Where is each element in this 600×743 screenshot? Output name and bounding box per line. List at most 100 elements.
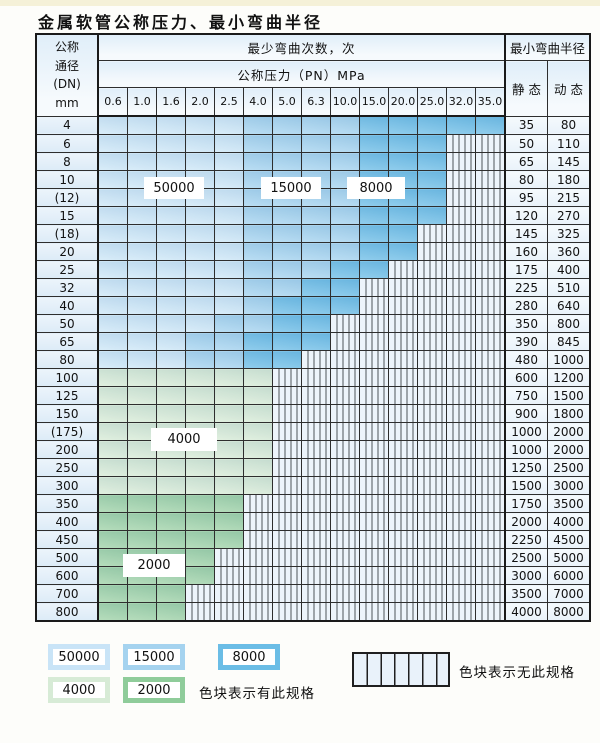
spec-cell-8000	[359, 242, 389, 261]
static-value-cell: 1000	[504, 422, 548, 441]
spec-cell-8000	[243, 332, 273, 351]
no-spec-cell	[359, 548, 389, 567]
dn-cell: 700	[35, 584, 99, 603]
spec-cell-4000	[185, 368, 215, 387]
no-spec-cell	[359, 350, 389, 369]
no-spec-cell	[359, 440, 389, 459]
no-spec-cell	[359, 422, 389, 441]
spec-cell-2000	[127, 602, 157, 622]
spec-cell-8000	[417, 170, 447, 189]
no-spec-cell	[214, 584, 244, 603]
spec-cell-4000	[185, 386, 215, 405]
dynamic-value-cell: 1200	[547, 368, 591, 387]
spec-cell-4000	[214, 404, 244, 423]
no-spec-cell	[301, 422, 331, 441]
dn-cell: (18)	[35, 224, 99, 243]
spec-cell-50000	[214, 206, 244, 225]
table-row: 300 1500 3000	[35, 476, 591, 495]
no-spec-cell	[359, 566, 389, 585]
dynamic-value-cell: 1800	[547, 404, 591, 423]
dn-header-line3: (DN)	[53, 77, 81, 92]
spec-cell-50000	[156, 296, 186, 315]
no-spec-cell	[214, 548, 244, 567]
spec-cell-8000	[301, 314, 331, 333]
spec-cell-2000	[214, 494, 244, 513]
cycles-header-cell: 最少弯曲次数，次	[97, 33, 506, 61]
no-spec-cell	[475, 494, 506, 513]
no-spec-cell	[330, 332, 360, 351]
spec-cell-2000	[97, 566, 128, 585]
no-spec-cell	[359, 368, 389, 387]
no-spec-cell	[475, 224, 506, 243]
spec-cell-2000	[97, 584, 128, 603]
no-spec-cell	[185, 584, 215, 603]
no-spec-cell	[475, 602, 506, 622]
no-spec-cell	[417, 368, 447, 387]
spec-cell-15000	[330, 115, 360, 135]
page-title: 金属软管公称压力、最小弯曲半径	[38, 13, 324, 32]
region-label-2000: 2000	[124, 555, 184, 576]
table-row: 40 280 640	[35, 296, 591, 315]
dn-cell: 400	[35, 512, 99, 531]
no-spec-cell	[388, 422, 418, 441]
dynamic-value-cell: 360	[547, 242, 591, 261]
spec-cell-15000	[301, 134, 331, 153]
no-spec-cell	[417, 602, 447, 622]
no-spec-cell	[446, 242, 476, 261]
no-spec-cell	[475, 530, 506, 549]
spec-cell-2000	[156, 584, 186, 603]
spec-cell-4000	[97, 386, 128, 405]
spec-cell-50000	[156, 260, 186, 279]
no-spec-cell	[417, 260, 447, 279]
spec-cell-50000	[214, 152, 244, 171]
spec-cell-8000	[301, 296, 331, 315]
spec-cell-8000	[359, 224, 389, 243]
legend-no-spec-box	[352, 652, 450, 687]
no-spec-cell	[301, 494, 331, 513]
no-spec-cell	[417, 584, 447, 603]
no-spec-cell	[272, 404, 302, 423]
no-spec-cell	[388, 566, 418, 585]
spec-cell-2000	[127, 530, 157, 549]
spec-cell-8000	[417, 206, 447, 225]
no-spec-cell	[388, 548, 418, 567]
dn-cell: (12)	[35, 188, 99, 207]
dn-cell: 80	[35, 350, 99, 369]
dn-cell: 10	[35, 170, 99, 189]
no-spec-cell	[446, 368, 476, 387]
spec-cell-50000	[214, 170, 244, 189]
spec-cell-4000	[243, 368, 273, 387]
pressure-tick-cell: 0.6	[97, 87, 128, 117]
no-spec-cell	[272, 530, 302, 549]
no-spec-cell	[301, 404, 331, 423]
spec-cell-8000	[388, 242, 418, 261]
table-row: 600 3000 6000	[35, 566, 591, 585]
no-spec-cell	[301, 458, 331, 477]
pressure-tick-row: 0.6 1.0 1.6 2.0 2.5 4.0 5.0 6.3 10.0 15.0 20.0 25.0…	[36, 87, 590, 117]
spec-cell-50000	[185, 260, 215, 279]
no-spec-cell	[475, 422, 506, 441]
spec-cell-4000	[214, 476, 244, 495]
pressure-tick-cell: 20.0	[388, 87, 418, 117]
spec-cell-15000	[330, 242, 360, 261]
spec-cell-15000	[272, 206, 302, 225]
spec-cell-50000	[156, 134, 186, 153]
spec-cell-50000	[156, 278, 186, 297]
spec-cell-15000	[272, 242, 302, 261]
spec-cell-4000	[214, 386, 244, 405]
spec-cell-8000	[301, 332, 331, 351]
no-spec-cell	[475, 350, 506, 369]
pressure-tick-cell: 15.0	[359, 87, 389, 117]
spec-cell-15000	[243, 296, 273, 315]
no-spec-cell	[330, 314, 360, 333]
spec-cell-8000	[330, 260, 360, 279]
spec-cell-4000	[214, 368, 244, 387]
legend-swatch-50000: 50000	[48, 644, 110, 670]
dn-cell: 6	[35, 134, 99, 153]
spec-cell-15000	[272, 152, 302, 171]
static-value-cell: 3000	[504, 566, 548, 585]
legend-has-spec-text: 色块表示有此规格	[199, 686, 315, 702]
no-spec-cell	[388, 350, 418, 369]
spec-cell-8000	[388, 115, 418, 135]
no-spec-cell	[243, 494, 273, 513]
